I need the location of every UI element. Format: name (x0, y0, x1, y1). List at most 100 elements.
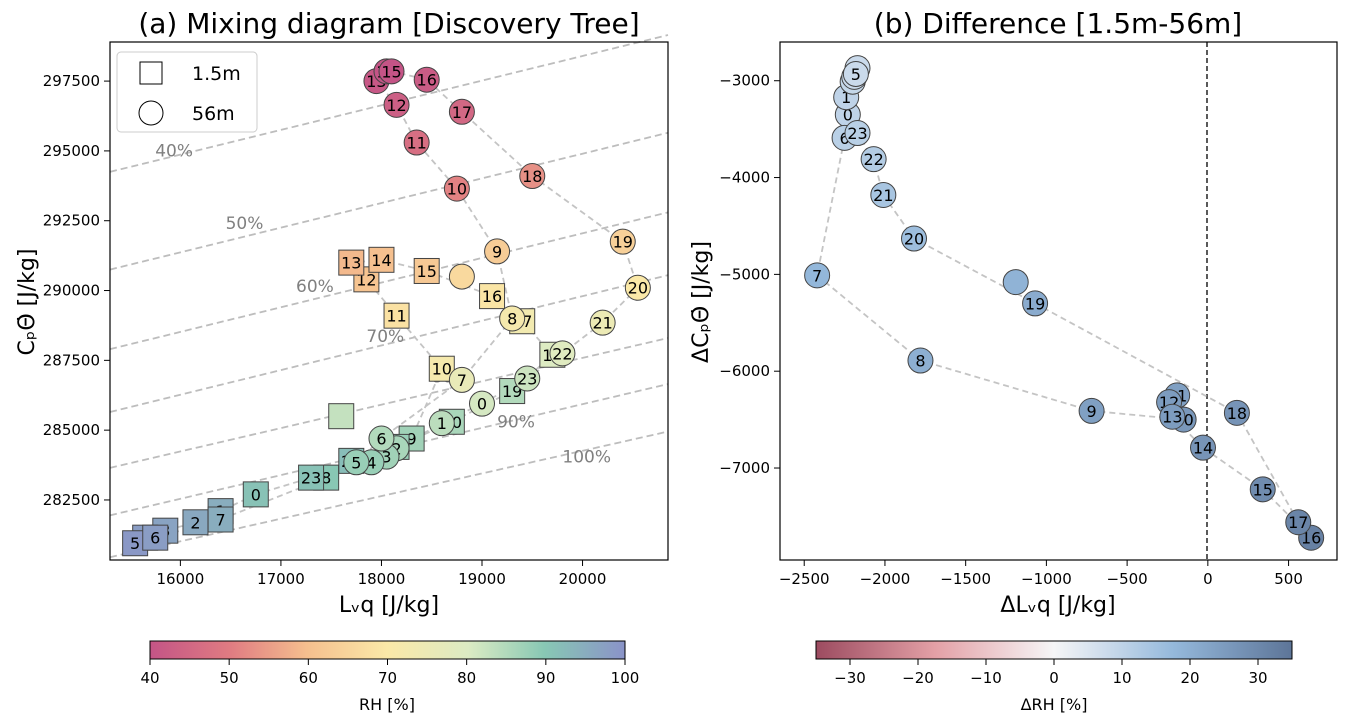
point-label: 23 (847, 124, 867, 143)
point-label: 7 (457, 371, 467, 390)
colorbar-drh-tick-label: −30 (834, 669, 866, 687)
rh-isoline-label: 100% (562, 447, 611, 467)
colorbar-rh-tick-label: 70 (378, 669, 397, 687)
point-label: 16 (482, 287, 502, 306)
point-label: 8 (507, 309, 517, 328)
point-label: 23 (517, 369, 537, 388)
square-marker (142, 524, 169, 551)
point-label: 8 (321, 469, 331, 488)
point-label: 15 (381, 62, 401, 81)
difference-marker (870, 181, 897, 208)
circle-marker (609, 228, 636, 255)
x-tick-label: 17000 (257, 570, 305, 588)
difference-marker (860, 146, 887, 173)
y-tick-label: 287500 (43, 351, 100, 369)
data-markers: 0123456789101112131415161718192021222301… (122, 58, 651, 557)
point-label: 0 (251, 485, 261, 504)
difference-marker (901, 225, 928, 252)
legend-circle-marker (138, 100, 164, 126)
colorbar-rh-tick-label: 90 (536, 669, 555, 687)
circle-marker (484, 238, 511, 265)
point-label: 15 (1253, 480, 1273, 499)
panel-a-xlabel: Lᵥq [J/kg] (339, 593, 439, 618)
panel-a-ticks: 16000 17000 18000 19000 20000282500285000287… (43, 72, 607, 588)
point-label: 8 (915, 352, 925, 371)
x-tick-label: 16000 (157, 570, 205, 588)
legend-square-marker (139, 61, 163, 85)
point-label: 14 (1193, 439, 1213, 458)
point-label: 22 (863, 150, 883, 169)
point-label: 21 (592, 314, 612, 333)
point-label: 16 (1301, 529, 1321, 548)
difference-marker (1002, 269, 1029, 296)
x-tick-label: −1500 (940, 570, 991, 588)
colorbar-drh-tick-label: 10 (1112, 669, 1131, 687)
panel-b-title: (b) Difference [1.5m-56m] (874, 7, 1242, 40)
circle-marker (448, 98, 475, 125)
square-marker (298, 464, 325, 491)
point-label: 5 (351, 453, 361, 472)
x-tick-label: 19000 (458, 570, 506, 588)
y-tick-label: 282500 (43, 491, 100, 509)
point-label: 20 (904, 230, 924, 249)
point-label: 5 (851, 65, 861, 84)
panel-b-frame (779, 41, 1338, 561)
square-marker (207, 506, 234, 533)
difference-line (816, 67, 1312, 539)
x-tick-label: 0 (1203, 570, 1213, 588)
point-label: 4 (366, 453, 376, 472)
point-label: 23 (301, 469, 321, 488)
square-marker (328, 403, 355, 430)
colorbar-rh-tick-label: 100 (611, 669, 640, 687)
panel-a-title: (a) Mixing diagram [Discovery Tree] (138, 7, 639, 40)
point-label: 16 (417, 71, 437, 90)
circle-marker (589, 309, 616, 336)
colorbar-rh-tick-label: 60 (299, 669, 318, 687)
circle-marker (514, 365, 541, 392)
difference-marker (907, 347, 934, 374)
point-label: 19 (613, 233, 633, 252)
square-marker (368, 246, 395, 273)
x-tick-label: −500 (1107, 570, 1148, 588)
circle-marker (448, 366, 475, 393)
square-marker (182, 509, 209, 536)
square-marker (479, 283, 506, 310)
colorbar-rh-tick-label: 80 (457, 669, 476, 687)
point-label: 1 (841, 88, 851, 107)
difference-marker (844, 120, 871, 147)
point-label: 17 (452, 103, 472, 122)
difference-marker (1189, 434, 1216, 461)
rh-isoline (109, 131, 669, 271)
colorbar-drh-tick-label: −20 (902, 669, 934, 687)
point-label: 11 (386, 307, 406, 326)
colorbar-rh-tick-label: 40 (140, 669, 159, 687)
rh-isoline (109, 337, 669, 469)
y-tick-label: 297500 (43, 72, 100, 90)
x-tick-label: −2000 (860, 570, 911, 588)
difference-marker (842, 60, 869, 87)
point-label: 6 (150, 529, 160, 548)
circle-marker (368, 425, 395, 452)
rh-isoline (109, 274, 669, 413)
colorbar-drh-tick-label: 0 (1049, 669, 1059, 687)
x-tick-label: 500 (1274, 570, 1303, 588)
rh-isoline (109, 430, 669, 559)
circle-marker (519, 163, 546, 190)
colorbar-drh (815, 640, 1293, 660)
point-label: 21 (873, 186, 893, 205)
point-label: 13 (341, 254, 361, 273)
point-label: 12 (386, 96, 406, 115)
difference-marker (1249, 476, 1276, 503)
point-label: 10 (432, 360, 452, 379)
difference-marker (1159, 403, 1186, 430)
circle-marker (499, 305, 526, 332)
circle-marker (403, 129, 430, 156)
point-label: 17 (1288, 513, 1308, 532)
circle-marker (413, 66, 440, 93)
square-marker (383, 302, 410, 329)
rh-isoline-label: 70% (366, 327, 404, 347)
point-label: 9 (492, 242, 502, 261)
point-label: 13 (1162, 408, 1182, 427)
point-label: 18 (1227, 404, 1247, 423)
panel-b: (b) Difference [1.5m-56m] 01234567891011… (689, 7, 1338, 714)
